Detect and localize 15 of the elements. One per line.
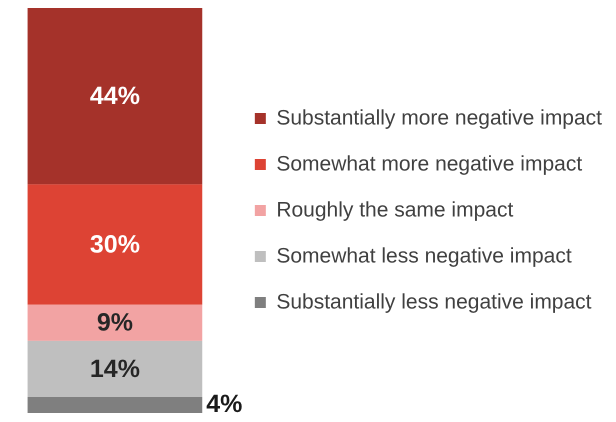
data-label: 30% (90, 230, 140, 258)
data-label: 14% (90, 354, 140, 383)
legend-label: Somewhat more negative impact (276, 152, 582, 176)
bar (28, 396, 202, 413)
bar (28, 340, 202, 397)
legend-label: Substantially more negative impact (276, 106, 602, 130)
bar (28, 8, 202, 184)
data-label: 44% (90, 82, 140, 110)
data-label: 4% (206, 390, 242, 418)
legend-label: Substantially less negative impact (276, 290, 592, 314)
legend-label: Somewhat less negative impact (276, 244, 572, 268)
bar (28, 184, 202, 305)
legend-label: Roughly the same impact (276, 198, 514, 222)
data-label: 9% (96, 308, 133, 337)
bar (28, 304, 202, 341)
